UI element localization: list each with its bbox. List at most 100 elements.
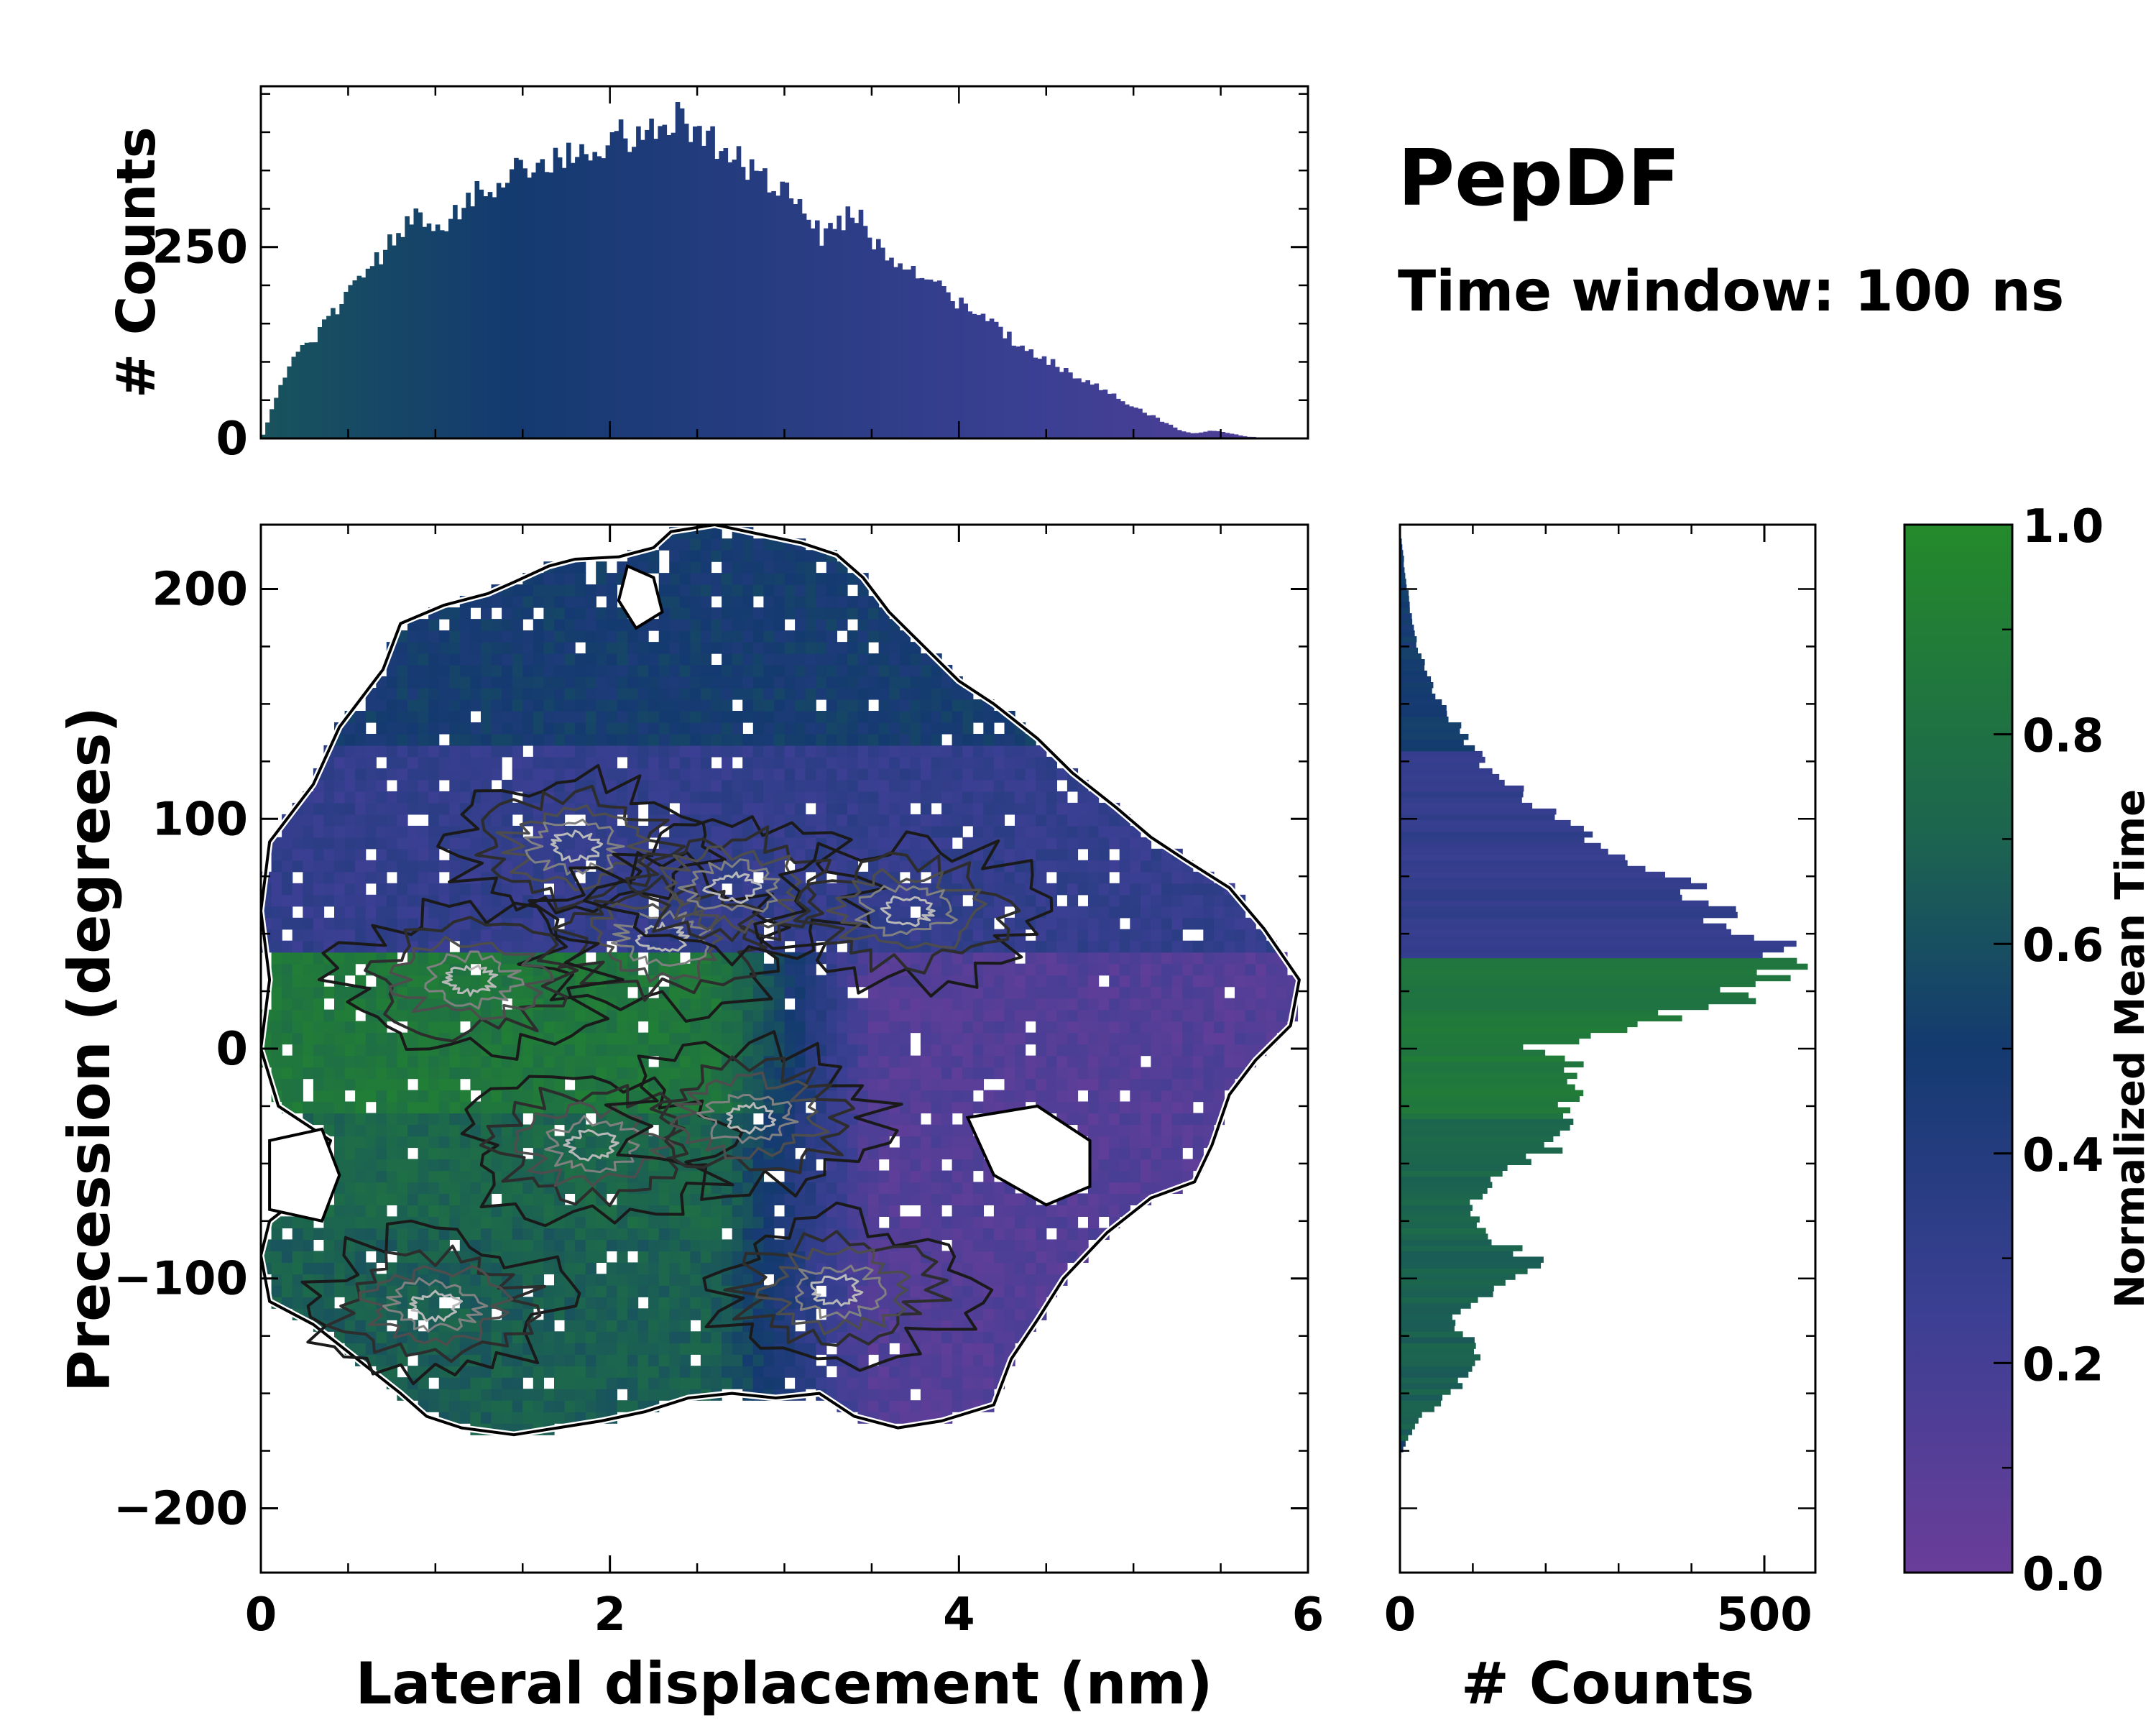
heatmap-cell — [732, 1216, 743, 1228]
heatmap-cell — [533, 745, 544, 758]
heatmap-cell — [722, 1009, 733, 1022]
top-histogram-bar — [797, 199, 803, 438]
heatmap-cell — [931, 711, 942, 723]
heatmap-cell — [502, 1320, 513, 1332]
heatmap-cell — [428, 1182, 440, 1194]
heatmap-cell — [596, 1343, 607, 1355]
heatmap-cell — [596, 642, 607, 654]
heatmap-cell — [847, 1136, 859, 1149]
heatmap-cell — [983, 779, 995, 792]
heatmap-cell — [690, 1216, 701, 1228]
heatmap-cell — [596, 1055, 607, 1068]
heatmap-cell — [533, 676, 544, 689]
heatmap-cell — [983, 1274, 995, 1286]
heatmap-cell — [847, 768, 859, 781]
top-histogram-bar — [466, 193, 471, 438]
heatmap-cell — [334, 1055, 346, 1068]
heatmap-cell — [585, 642, 596, 654]
heatmap-cell — [491, 768, 502, 781]
heatmap-cell — [868, 676, 880, 689]
heatmap-cell — [773, 711, 786, 723]
heatmap-cell — [543, 756, 555, 769]
heatmap-cell — [941, 802, 953, 815]
heatmap-cell — [931, 1113, 942, 1126]
heatmap-cell — [344, 791, 356, 804]
heatmap-cell — [533, 688, 544, 700]
heatmap-cell — [554, 722, 566, 735]
heatmap-cell — [941, 1228, 953, 1240]
heatmap-cell — [952, 1366, 963, 1378]
heatmap-cell — [407, 1124, 419, 1137]
heatmap-cell — [407, 917, 419, 930]
heatmap-cell — [470, 756, 482, 769]
heatmap-cell — [365, 860, 377, 873]
heatmap-cell — [606, 1377, 617, 1389]
heatmap-cell — [313, 791, 325, 804]
heatmap-cell — [1036, 894, 1047, 907]
heatmap-cell — [690, 779, 701, 792]
heatmap-cell — [773, 986, 786, 999]
heatmap-cell — [418, 871, 429, 884]
top-histogram-bar — [405, 216, 410, 438]
top-histogram-bar — [937, 280, 942, 438]
heatmap-cell — [658, 1354, 670, 1366]
top-histogram-bar — [1024, 351, 1029, 438]
heatmap-cell — [554, 665, 566, 677]
heatmap-cell — [386, 1228, 397, 1240]
heatmap-cell — [438, 711, 450, 723]
heatmap-cell — [543, 688, 555, 700]
heatmap-cell — [344, 1331, 356, 1343]
heatmap-cell — [941, 1067, 953, 1080]
heatmap-cell — [910, 711, 921, 723]
heatmap-cell — [816, 975, 827, 988]
heatmap-cell — [575, 1377, 586, 1389]
heatmap-cell — [617, 688, 628, 700]
heatmap-cell — [732, 1239, 743, 1251]
heatmap-cell — [533, 1331, 544, 1343]
heatmap-cell — [648, 1228, 660, 1240]
heatmap-cell — [889, 791, 900, 804]
heatmap-cell — [920, 1331, 932, 1343]
heatmap-cell — [784, 1147, 796, 1160]
heatmap-cell — [1015, 1032, 1026, 1045]
heatmap-cell — [816, 607, 827, 620]
heatmap-cell — [418, 756, 429, 769]
heatmap-cell — [742, 630, 754, 643]
heatmap-cell — [941, 711, 953, 723]
heatmap-cell — [742, 734, 754, 746]
heatmap-cell — [773, 1285, 786, 1297]
top-histogram-bar — [801, 213, 807, 438]
heatmap-cell — [920, 1124, 932, 1137]
heatmap-cell — [344, 1239, 356, 1251]
heatmap-cell — [795, 711, 806, 723]
heatmap-cell — [334, 1113, 346, 1126]
heatmap-cell — [742, 607, 754, 620]
heatmap-cell — [271, 1044, 282, 1057]
heatmap-cell — [972, 768, 984, 781]
heatmap-cell — [993, 814, 1005, 827]
heatmap-cell — [606, 688, 617, 700]
heatmap-cell — [438, 607, 450, 620]
heatmap-cell — [805, 1182, 816, 1194]
heatmap-cell — [596, 1216, 607, 1228]
heatmap-cell — [365, 1090, 377, 1103]
heatmap-cell — [993, 975, 1005, 988]
heatmap-cell — [773, 688, 786, 700]
heatmap-cell — [481, 1412, 492, 1424]
heatmap-cell — [585, 653, 596, 666]
heatmap-cell — [826, 1044, 837, 1057]
heatmap-cell — [732, 619, 743, 631]
heatmap-cell — [617, 1055, 628, 1068]
heatmap-cell — [313, 825, 325, 838]
heatmap-cell — [742, 561, 754, 574]
heatmap-cell — [355, 917, 367, 930]
top-histogram-bar — [601, 158, 607, 438]
heatmap-cell — [732, 802, 743, 815]
heatmap-cell — [554, 607, 566, 620]
top-histogram-bar — [605, 145, 611, 438]
heatmap-cell — [816, 791, 827, 804]
heatmap-cell — [397, 699, 408, 712]
heatmap-cell — [386, 860, 397, 873]
heatmap-cell — [1036, 1239, 1047, 1251]
chart-title: PepDF — [1398, 134, 1680, 224]
